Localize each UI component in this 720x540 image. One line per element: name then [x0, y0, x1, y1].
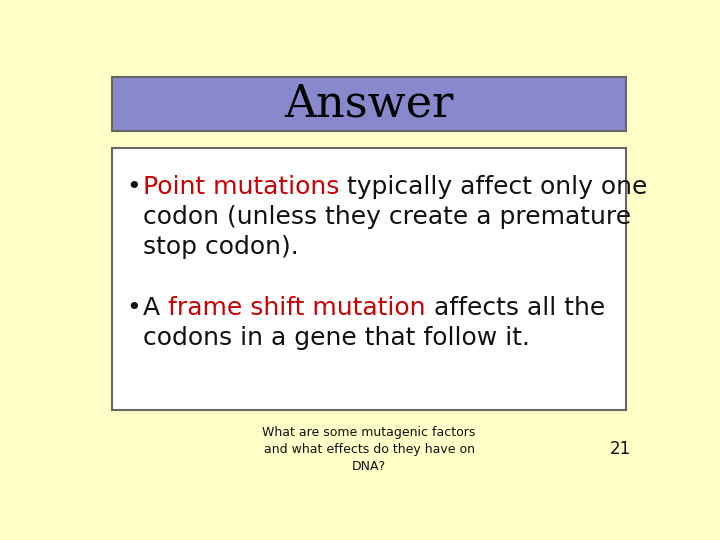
Text: typically affect only one: typically affect only one: [339, 175, 648, 199]
FancyBboxPatch shape: [112, 77, 626, 131]
Text: Answer: Answer: [284, 83, 454, 126]
Text: 21: 21: [610, 441, 631, 458]
Text: •: •: [126, 295, 141, 320]
Text: affects all the: affects all the: [426, 295, 605, 320]
Text: Point mutations: Point mutations: [143, 175, 339, 199]
Text: codon (unless they create a premature: codon (unless they create a premature: [143, 205, 631, 229]
Text: frame shift mutation: frame shift mutation: [168, 295, 426, 320]
Text: codons in a gene that follow it.: codons in a gene that follow it.: [143, 326, 530, 349]
Text: stop codon).: stop codon).: [143, 235, 299, 259]
FancyBboxPatch shape: [112, 148, 626, 410]
Text: A: A: [143, 295, 168, 320]
Text: •: •: [126, 175, 141, 199]
Text: What are some mutagenic factors
and what effects do they have on
DNA?: What are some mutagenic factors and what…: [262, 426, 476, 473]
